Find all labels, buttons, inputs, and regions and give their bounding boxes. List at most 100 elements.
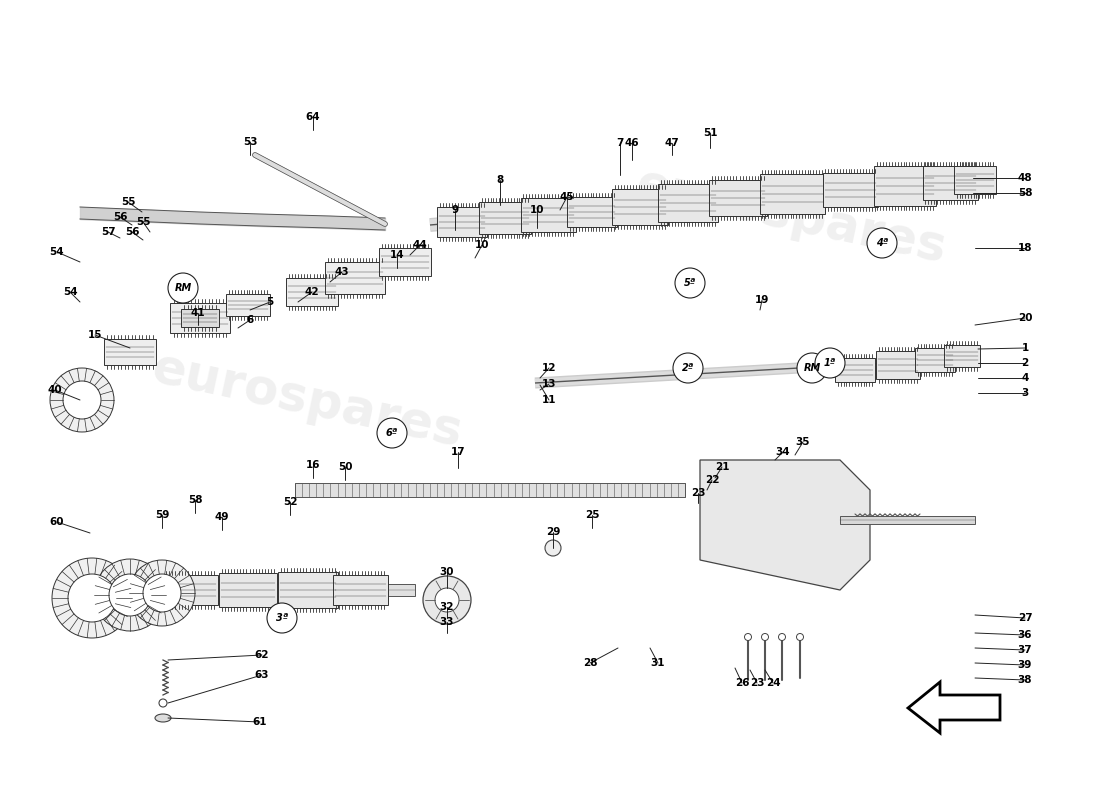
- Text: 22: 22: [705, 475, 719, 485]
- Text: 39: 39: [1018, 660, 1032, 670]
- Text: RM: RM: [175, 283, 191, 293]
- Bar: [170, 303, 230, 333]
- Text: 7: 7: [616, 138, 624, 148]
- Text: eurospares: eurospares: [148, 344, 468, 456]
- Text: 14: 14: [389, 250, 405, 260]
- Text: 37: 37: [1018, 645, 1032, 655]
- Text: 46: 46: [625, 138, 639, 148]
- Bar: [612, 189, 668, 225]
- Text: 49: 49: [214, 512, 229, 522]
- Bar: [944, 345, 980, 367]
- Text: 56: 56: [124, 227, 140, 237]
- Text: 25: 25: [585, 510, 600, 520]
- Text: 33: 33: [440, 617, 454, 627]
- Circle shape: [745, 634, 751, 641]
- Text: 1ª: 1ª: [824, 358, 836, 368]
- Text: 27: 27: [1018, 613, 1032, 623]
- Text: 2: 2: [1022, 358, 1028, 368]
- Text: 48: 48: [1018, 173, 1032, 183]
- Bar: [324, 262, 385, 294]
- Text: 20: 20: [1018, 313, 1032, 323]
- Circle shape: [544, 540, 561, 556]
- Circle shape: [815, 348, 845, 378]
- Text: 9: 9: [451, 205, 459, 215]
- Bar: [286, 278, 338, 306]
- Text: 51: 51: [703, 128, 717, 138]
- Circle shape: [143, 574, 182, 612]
- Text: 52: 52: [283, 497, 297, 507]
- Text: 57: 57: [101, 227, 116, 237]
- Bar: [226, 294, 270, 316]
- Text: 21: 21: [715, 462, 729, 472]
- Text: 45: 45: [560, 192, 574, 202]
- Text: 53: 53: [243, 137, 257, 147]
- Bar: [478, 202, 531, 234]
- Circle shape: [761, 634, 769, 641]
- Text: 59: 59: [155, 510, 169, 520]
- Text: 6: 6: [246, 315, 254, 325]
- Ellipse shape: [155, 714, 170, 722]
- Text: 38: 38: [1018, 675, 1032, 685]
- Bar: [874, 166, 936, 206]
- Text: 63: 63: [255, 670, 270, 680]
- Text: 60: 60: [50, 517, 64, 527]
- Text: 55: 55: [121, 197, 135, 207]
- Text: 17: 17: [451, 447, 465, 457]
- Text: 54: 54: [50, 247, 64, 257]
- Circle shape: [267, 603, 297, 633]
- Text: 16: 16: [306, 460, 320, 470]
- Text: 5: 5: [266, 297, 274, 307]
- Text: 50: 50: [338, 462, 352, 472]
- Bar: [840, 516, 975, 524]
- Bar: [379, 248, 431, 276]
- Bar: [163, 575, 218, 605]
- Text: 47: 47: [664, 138, 680, 148]
- Bar: [823, 173, 878, 207]
- Circle shape: [94, 559, 166, 631]
- Text: 3ª: 3ª: [276, 613, 288, 623]
- Bar: [437, 207, 487, 237]
- Text: 5ª: 5ª: [684, 278, 696, 288]
- Circle shape: [798, 353, 827, 383]
- Circle shape: [779, 634, 785, 641]
- Circle shape: [796, 634, 803, 641]
- Bar: [75, 584, 415, 596]
- Bar: [182, 309, 219, 327]
- Text: 10: 10: [530, 205, 544, 215]
- Circle shape: [52, 558, 132, 638]
- Bar: [915, 348, 955, 372]
- Text: 56: 56: [112, 212, 128, 222]
- Text: 3: 3: [1022, 388, 1028, 398]
- Text: 32: 32: [440, 602, 454, 612]
- Bar: [954, 166, 996, 194]
- Bar: [710, 180, 767, 216]
- Text: 6ª: 6ª: [386, 428, 398, 438]
- Text: 15: 15: [88, 330, 102, 340]
- Text: 4: 4: [1021, 373, 1028, 383]
- Text: 28: 28: [583, 658, 597, 668]
- Bar: [295, 483, 685, 497]
- Text: 58: 58: [1018, 188, 1032, 198]
- Polygon shape: [700, 460, 870, 590]
- Circle shape: [68, 574, 116, 622]
- Bar: [658, 184, 718, 222]
- Text: 29: 29: [546, 527, 560, 537]
- Text: 34: 34: [776, 447, 790, 457]
- Text: 1: 1: [1022, 343, 1028, 353]
- Bar: [104, 339, 156, 365]
- Text: 12: 12: [541, 363, 557, 373]
- Text: 30: 30: [440, 567, 454, 577]
- Circle shape: [434, 588, 459, 612]
- Bar: [835, 358, 874, 382]
- Circle shape: [673, 353, 703, 383]
- Text: 64: 64: [306, 112, 320, 122]
- Bar: [566, 197, 617, 227]
- Circle shape: [109, 574, 151, 616]
- Text: 41: 41: [190, 308, 206, 318]
- Text: eurospares: eurospares: [632, 160, 952, 272]
- Circle shape: [675, 268, 705, 298]
- Circle shape: [867, 228, 896, 258]
- Text: 58: 58: [188, 495, 202, 505]
- Text: 40: 40: [47, 385, 63, 395]
- Polygon shape: [908, 682, 1000, 733]
